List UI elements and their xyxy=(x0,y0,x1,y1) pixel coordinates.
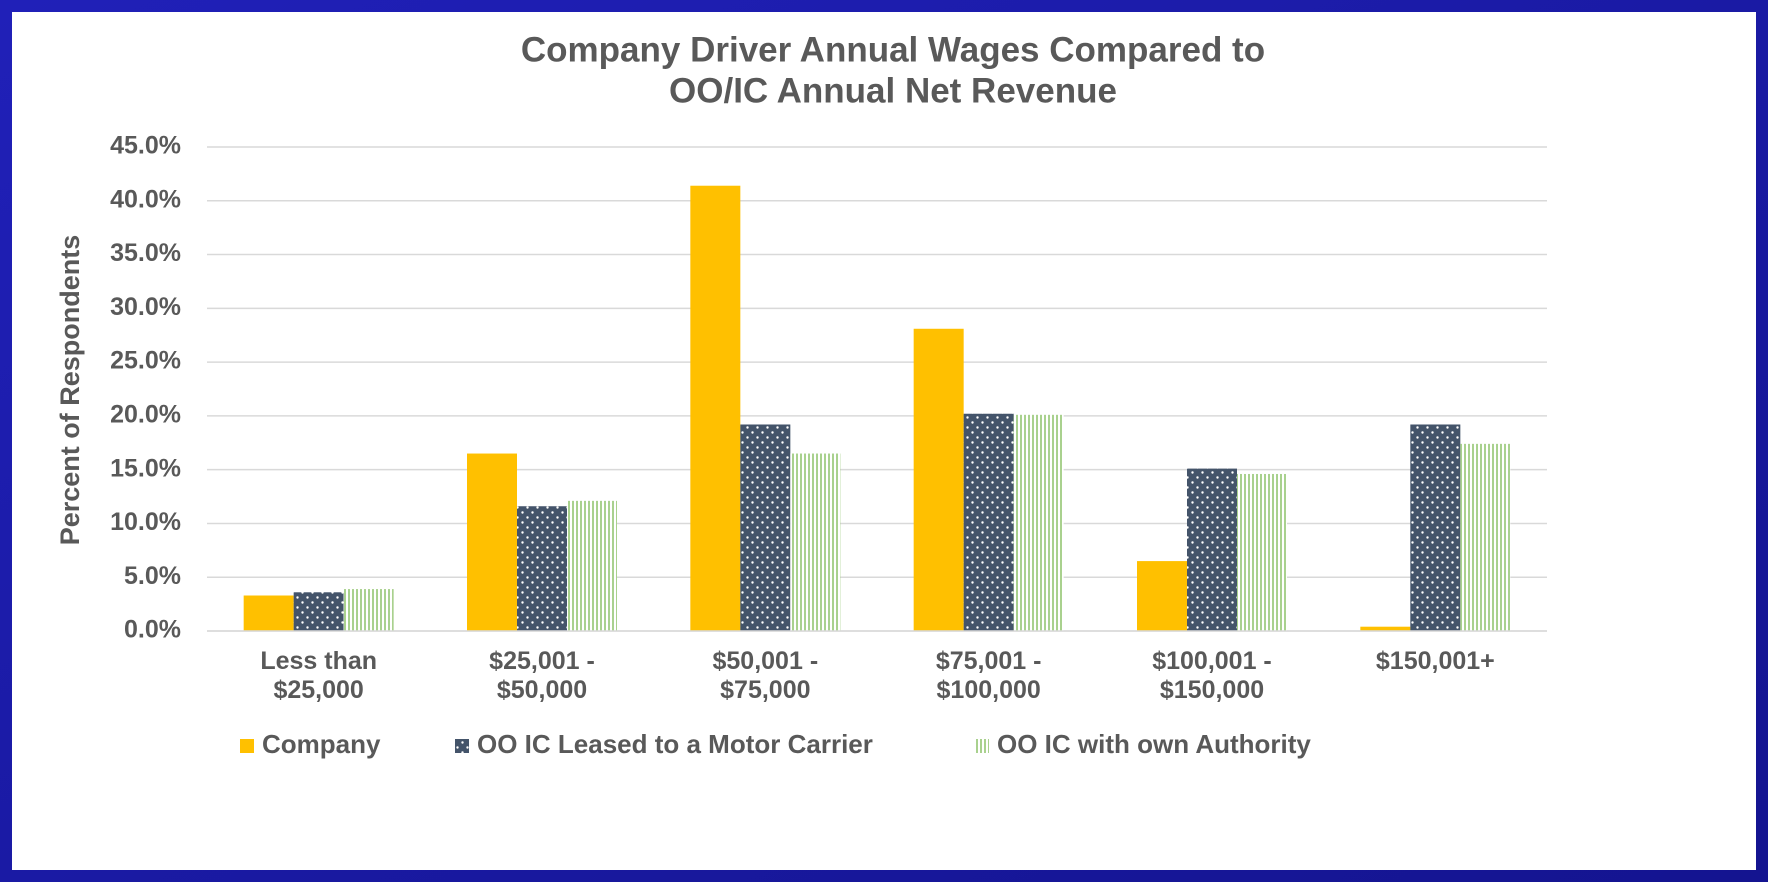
chart-title: OO/IC Annual Net Revenue xyxy=(669,71,1117,110)
legend-label: OO IC Leased to a Motor Carrier xyxy=(477,729,873,759)
y-tick-label: 40.0% xyxy=(110,185,181,213)
y-tick-label: 15.0% xyxy=(110,454,181,482)
y-tick-label: 35.0% xyxy=(110,239,181,267)
bar xyxy=(1187,468,1237,631)
bar xyxy=(293,592,344,631)
bar xyxy=(343,589,394,631)
bar xyxy=(1237,473,1287,631)
x-tick-label-line: $100,001 - xyxy=(1152,647,1272,675)
bar xyxy=(790,453,841,631)
x-tick-label-line: $25,001 - xyxy=(489,647,595,675)
y-tick-label: 0.0% xyxy=(124,616,181,644)
x-tick-label-line: $75,001 - xyxy=(936,647,1042,675)
y-tick-label: 25.0% xyxy=(110,347,181,375)
bar xyxy=(1360,626,1411,631)
bar xyxy=(1460,443,1511,631)
bar xyxy=(963,413,1014,631)
bar xyxy=(740,424,791,631)
legend-label: OO IC with own Authority xyxy=(997,729,1311,759)
bar xyxy=(1410,424,1461,631)
y-tick-label: 45.0% xyxy=(110,132,181,160)
x-tick-label: $25,001 -$50,000 xyxy=(489,647,595,704)
x-tick-label-line: Less than xyxy=(260,647,377,675)
legend-swatch xyxy=(455,739,469,753)
legend-label: Company xyxy=(262,729,381,759)
x-tick-label: $75,001 -$100,000 xyxy=(936,647,1042,704)
bar xyxy=(517,506,567,631)
bar xyxy=(1137,561,1187,631)
bar xyxy=(467,453,517,631)
x-tick-label-line: $75,000 xyxy=(720,676,810,704)
y-tick-label: 30.0% xyxy=(110,293,181,321)
x-tick-label: Less than $25,000 xyxy=(260,647,377,704)
x-tick-label-line: $25,000 xyxy=(273,676,363,704)
x-tick-label-line: $150,001+ xyxy=(1376,647,1495,675)
chart-area xyxy=(12,12,1756,870)
y-tick-label: 20.0% xyxy=(110,400,181,428)
x-tick-label-line: $50,000 xyxy=(497,676,587,704)
bar xyxy=(690,185,741,631)
y-tick-label: 5.0% xyxy=(124,562,181,590)
bar xyxy=(913,328,964,631)
chart-title: Company Driver Annual Wages Compared to xyxy=(521,30,1265,69)
x-tick-label-line: $50,001 - xyxy=(713,647,819,675)
x-tick-label-line: $100,000 xyxy=(937,676,1041,704)
legend-swatch xyxy=(240,739,254,753)
bar xyxy=(243,595,294,631)
x-tick-label: $50,001 -$75,000 xyxy=(713,647,819,704)
x-tick-label-line: $150,000 xyxy=(1160,676,1264,704)
y-tick-label: 10.0% xyxy=(110,508,181,536)
legend-swatch xyxy=(975,739,989,753)
bar xyxy=(1013,414,1064,631)
x-tick-label: $100,001 -$150,000 xyxy=(1152,647,1272,704)
y-axis-title: Percent of Respondents xyxy=(55,235,85,546)
x-tick-label: $150,001+ xyxy=(1376,647,1495,675)
bar xyxy=(567,500,617,631)
